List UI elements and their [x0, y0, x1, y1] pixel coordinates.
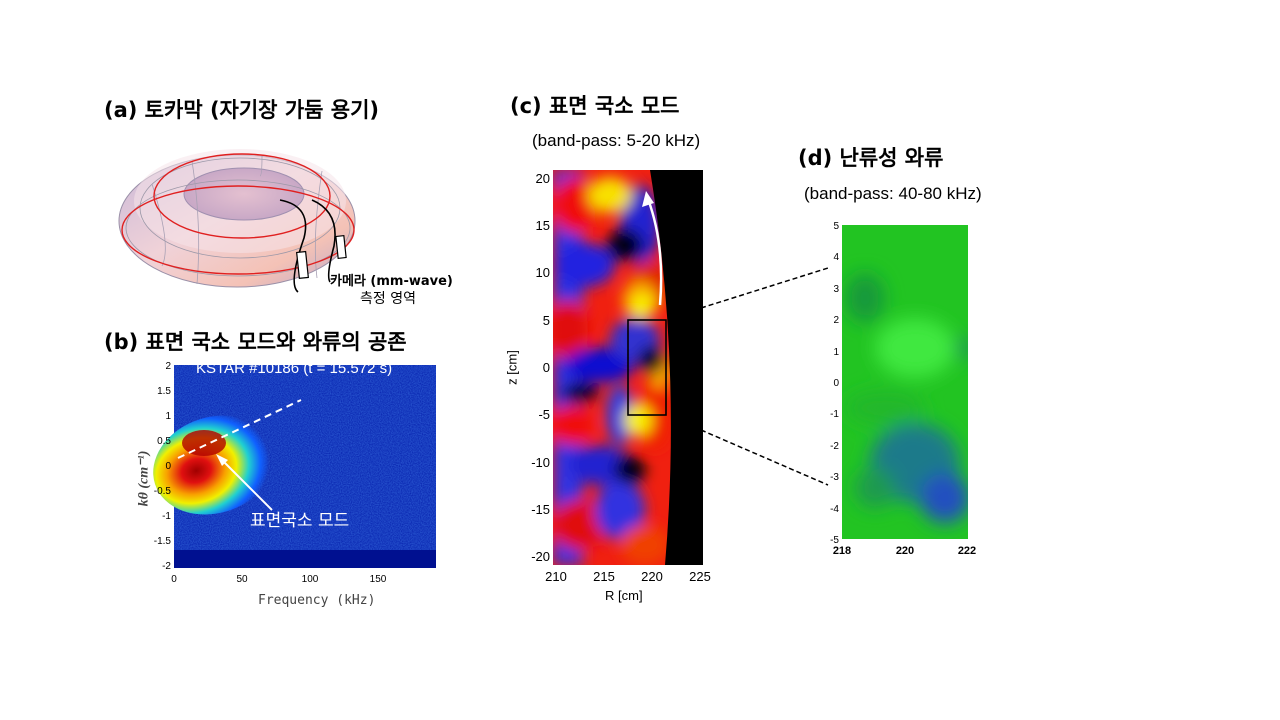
d-y-tick: -4: [830, 504, 839, 515]
c-y-tick: 0: [543, 360, 550, 375]
surface-mode-map: 20 15 10 5 0 -5 -10 -15 -20 210 215 220 …: [531, 170, 711, 584]
panel-c-title: (c) 표면 국소 모드: [510, 94, 680, 118]
camera-label: 카메라 (mm-wave): [330, 274, 453, 289]
d-y-tick: -1: [830, 409, 839, 420]
panel-d-title: (d) 난류성 와류: [798, 146, 944, 170]
c-y-tick: -5: [538, 407, 550, 422]
spectrum-xlabel: Frequency (kHz): [258, 593, 376, 608]
c-y-tick: -15: [531, 502, 550, 517]
c-x-tick: 210: [545, 569, 567, 584]
panel-a-title: (a) 토카막 (자기장 가둠 용기): [104, 98, 380, 122]
panel-c-xlabel: R [cm]: [605, 588, 643, 603]
panel-c-subtitle: (band-pass: 5-20 kHz): [532, 131, 701, 150]
d-y-tick: 2: [833, 315, 839, 326]
c-y-tick: 15: [536, 218, 550, 233]
spectrum-header: KSTAR #10186 (t = 15.572 s): [196, 360, 393, 377]
c-x-tick: 220: [641, 569, 663, 584]
d-x-tick: 218: [833, 545, 851, 557]
b-y-tick: -2: [162, 561, 171, 572]
d-y-tick: 3: [833, 284, 839, 295]
d-y-tick: 5: [833, 221, 839, 232]
b-y-tick: 0: [165, 461, 171, 472]
b-y-tick: -1.5: [154, 536, 172, 547]
d-y-tick: -2: [830, 441, 839, 452]
spectrum-plot: 0 50 100 150 2 1.5 1 0.5 0 -0.5 -1 -1.5 …: [153, 361, 436, 585]
b-x-tick: 50: [236, 574, 248, 585]
b-y-tick: -1: [162, 511, 171, 522]
b-y-tick: -0.5: [154, 486, 172, 497]
d-y-tick: -3: [830, 472, 839, 483]
panel-b-title: (b) 표면 국소 모드와 와류의 공존: [104, 330, 407, 354]
d-y-tick: -5: [830, 535, 839, 546]
b-y-tick: 2: [165, 361, 171, 372]
b-x-tick: 0: [171, 574, 177, 585]
spectrum-annotation: 표면국소 모드: [250, 511, 350, 531]
camera-window-right: [335, 234, 347, 260]
c-x-tick: 225: [689, 569, 711, 584]
measurement-region-label: 측정 영역: [360, 291, 416, 307]
tokamak-illustration: [118, 149, 356, 293]
c-y-tick: 5: [543, 313, 550, 328]
turbulent-eddy-map: 5 4 3 2 1 0 -1 -2 -3 -4 -5 218 220 222: [830, 221, 976, 557]
panel-d-subtitle: (band-pass: 40-80 kHz): [804, 184, 982, 203]
b-x-tick: 150: [370, 574, 387, 585]
d-y-tick: 4: [833, 252, 839, 263]
b-y-tick: 0.5: [157, 436, 171, 447]
roi-box: [627, 319, 667, 416]
c-y-tick: 10: [536, 265, 550, 280]
camera-window-left: [296, 250, 309, 280]
c-y-tick: -10: [531, 455, 550, 470]
b-y-tick: 1: [165, 411, 171, 422]
b-x-tick: 100: [302, 574, 319, 585]
d-x-tick: 222: [958, 545, 976, 557]
d-x-tick: 220: [896, 545, 914, 557]
c-y-tick: 20: [536, 171, 550, 186]
d-y-tick: 1: [833, 347, 839, 358]
d-y-tick: 0: [833, 378, 839, 389]
c-x-tick: 215: [593, 569, 615, 584]
c-y-tick: -20: [531, 549, 550, 564]
b-y-tick: 1.5: [157, 386, 171, 397]
